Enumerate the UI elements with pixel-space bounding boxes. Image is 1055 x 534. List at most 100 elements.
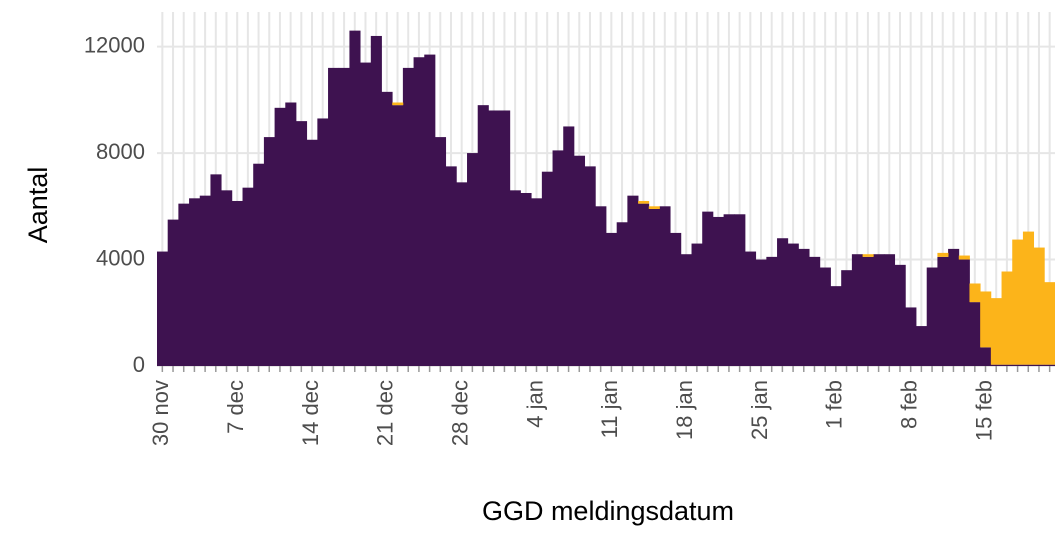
bar-segment (958, 255, 970, 260)
x-tick-label: 28 dec (447, 380, 472, 446)
bar-segment (381, 91, 393, 367)
bar-segment (360, 62, 372, 366)
bar-segment (467, 153, 479, 366)
bar-segment (210, 174, 222, 366)
bar-segment (349, 30, 361, 366)
bar-segment (841, 270, 853, 366)
bar-segment (937, 252, 949, 257)
bar-segment (338, 67, 350, 366)
x-tick-label: 25 jan (747, 380, 772, 440)
bar-segment (499, 110, 511, 366)
bar-segment (456, 182, 468, 366)
bar-segment (253, 163, 265, 366)
bar-segment (830, 286, 842, 366)
bar-segment (295, 121, 308, 366)
bar-segment (905, 307, 917, 366)
bar-segment (819, 267, 831, 366)
bar-segment (670, 232, 682, 366)
x-tick-label: 14 dec (298, 380, 323, 446)
bar-segment (1012, 239, 1024, 365)
bar-segment (563, 126, 575, 366)
bar-segment (1001, 271, 1013, 365)
bar-segment (958, 259, 970, 366)
bar-segment (595, 206, 607, 366)
bar-segment (392, 105, 404, 366)
bar-segment (862, 254, 874, 257)
bar-segment (1022, 231, 1035, 365)
bar-segment (744, 251, 757, 366)
bar-segment (1001, 364, 1013, 366)
bar-segment (306, 139, 318, 366)
bar-segment (851, 254, 863, 366)
bar-segment (509, 190, 521, 366)
bar-segment (573, 155, 586, 366)
bar-segment (552, 150, 564, 366)
bar-segment (402, 67, 414, 366)
bar-segment (1033, 247, 1045, 365)
bar-segment (189, 198, 201, 366)
bar-segment (990, 364, 1002, 366)
bar-segment (231, 200, 243, 366)
bar-segment (702, 211, 714, 366)
bar-segment (199, 195, 211, 366)
bar-segment (926, 267, 938, 366)
bar-segment (862, 256, 874, 366)
bar-segment (531, 198, 543, 366)
y-tick-label: 4000 (96, 245, 145, 270)
bar-segment (1022, 364, 1035, 366)
bar-segment (937, 256, 949, 366)
bar-segment (916, 326, 928, 366)
bar-segment (969, 283, 981, 303)
bar-segment (777, 238, 789, 366)
bar-segment (392, 102, 404, 106)
bar-segment (873, 254, 885, 366)
x-tick-label: 1 feb (822, 380, 847, 429)
bar-segment (680, 254, 692, 366)
bar-segment (1044, 364, 1055, 366)
bar-segment (755, 259, 767, 366)
x-tick-label: 7 dec (223, 380, 248, 434)
bar-segment (787, 243, 799, 366)
bar-segment (638, 200, 650, 204)
x-tick-label: 11 jan (597, 380, 622, 438)
bar-segment (167, 219, 179, 366)
x-tick-label: 15 feb (971, 380, 996, 441)
bar-segment (734, 214, 746, 366)
bar-segment (1012, 364, 1024, 366)
bar-segment (242, 187, 254, 366)
bar-segment (980, 291, 992, 348)
y-tick-label: 12000 (84, 32, 145, 57)
y-axis-title: Aantal (23, 167, 53, 244)
bar-segment (990, 298, 1002, 365)
bar-segment (328, 67, 340, 366)
bar-segment (627, 195, 639, 366)
bar-segment (413, 57, 425, 367)
bar-segment (445, 166, 457, 366)
y-tick-label: 0 (133, 352, 145, 377)
bar-segment (1044, 282, 1055, 365)
bar-segment (638, 203, 650, 366)
bar-segment (809, 256, 821, 366)
bar-segment (370, 35, 382, 366)
x-tick-label: 4 jan (522, 380, 547, 428)
bar-segment (584, 166, 596, 366)
bar-segment (948, 248, 960, 366)
bar-segment (1033, 364, 1045, 366)
bar-segment (263, 137, 275, 366)
bar-segment (691, 243, 703, 366)
x-tick-label: 8 feb (896, 380, 921, 429)
bar-segment (606, 232, 618, 366)
y-tick-label: 8000 (96, 139, 145, 164)
bar-segment (659, 206, 671, 366)
bar-segment (648, 208, 660, 366)
bar-segment (317, 118, 329, 367)
bar-segment (883, 254, 896, 366)
bar-segment (477, 105, 489, 366)
bar-segment (798, 248, 810, 366)
bar-segment (424, 54, 436, 367)
bar-segment (274, 107, 286, 366)
bar-segment (616, 222, 628, 366)
bar-segment (723, 214, 735, 366)
bar-segment (520, 192, 532, 366)
